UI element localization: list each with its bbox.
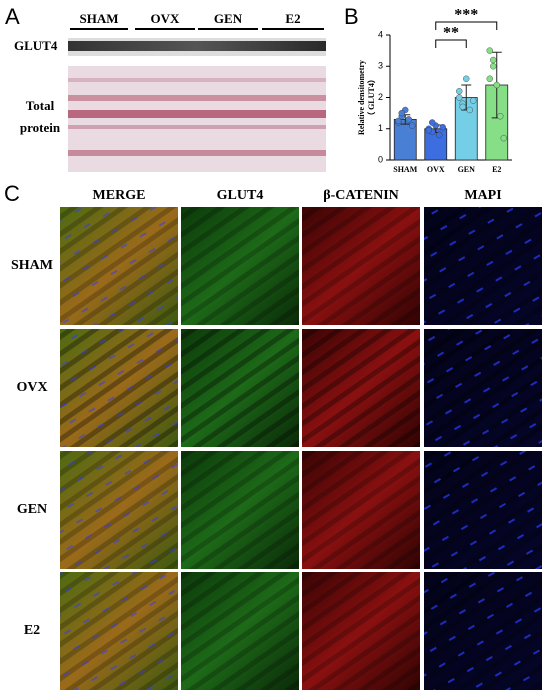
data-point: [429, 119, 436, 126]
y-tick-label: 2: [378, 92, 383, 102]
y-axis-label: （ GLUT4）: [366, 75, 376, 120]
bar: [424, 128, 448, 161]
lane-label: SHAM: [80, 11, 119, 26]
micrograph-texture: [181, 572, 299, 690]
micrograph-texture: [181, 329, 299, 447]
panel-label: B: [344, 4, 359, 29]
protein-band: [68, 95, 326, 101]
nuclei: [424, 572, 542, 690]
column-header: MAPI: [464, 188, 501, 203]
data-point: [470, 97, 477, 104]
data-point: [500, 134, 507, 142]
data-point: [466, 106, 473, 114]
data-point: [425, 127, 432, 134]
y-tick-label: 0: [378, 154, 383, 164]
lane-label: GEN: [214, 11, 243, 26]
data-point: [486, 75, 493, 82]
glut4-band: [68, 41, 326, 51]
row-label: GEN: [17, 502, 47, 517]
micrograph-texture: [302, 207, 420, 325]
nuclei: [424, 207, 542, 325]
row-label: Total protein: [20, 98, 61, 135]
protein-band: [68, 110, 326, 118]
y-axis-label: Relative densitometry: [357, 60, 366, 135]
protein-band: [68, 150, 326, 156]
significance-bracket: [435, 21, 498, 30]
nuclei: [60, 572, 178, 690]
significance-bracket: [435, 39, 467, 48]
row-label: E2: [24, 623, 40, 638]
data-point: [459, 103, 466, 111]
nuclei: [60, 451, 178, 569]
column-header: GLUT4: [217, 188, 264, 203]
significance-label: ***: [454, 7, 478, 24]
significance-label: **: [443, 25, 459, 42]
data-point: [456, 94, 463, 101]
data-point: [493, 81, 500, 89]
data-point: [395, 117, 402, 125]
micrograph-texture: [302, 329, 420, 447]
nuclei: [60, 329, 178, 447]
nuclei: [424, 451, 542, 569]
panel-label: A: [5, 4, 20, 29]
x-tick-label: E2: [492, 165, 501, 174]
y-tick-label: 1: [378, 123, 383, 133]
column-header: MERGE: [93, 188, 146, 203]
data-point: [398, 109, 405, 117]
micrograph-texture: [181, 451, 299, 569]
row-label: OVX: [16, 380, 47, 395]
x-tick-label: SHAM: [393, 165, 417, 174]
micrograph-texture: [302, 451, 420, 569]
data-point: [486, 47, 493, 54]
micrograph-texture: [302, 572, 420, 690]
data-point: [463, 75, 470, 82]
column-header: β-CATENIN: [323, 188, 399, 203]
nuclei: [60, 207, 178, 325]
protein-band: [68, 78, 326, 82]
panel-label: C: [4, 181, 20, 206]
protein-band: [68, 125, 326, 129]
x-tick-label: GEN: [458, 165, 476, 174]
data-point: [456, 88, 463, 95]
data-point: [497, 113, 504, 120]
data-point: [405, 116, 412, 123]
data-point: [490, 56, 497, 64]
nuclei: [424, 329, 542, 447]
y-tick-label: 3: [378, 61, 383, 71]
data-point: [436, 131, 443, 139]
row-label: GLUT4: [14, 38, 58, 53]
data-point: [409, 122, 416, 129]
data-point: [490, 63, 497, 70]
data-point: [439, 123, 446, 131]
lane-label: E2: [285, 11, 300, 26]
micrograph-texture: [181, 207, 299, 325]
row-label: SHAM: [11, 258, 53, 273]
lane-label: OVX: [151, 11, 181, 26]
y-tick-label: 4: [378, 29, 383, 39]
x-tick-label: OVX: [427, 165, 445, 174]
